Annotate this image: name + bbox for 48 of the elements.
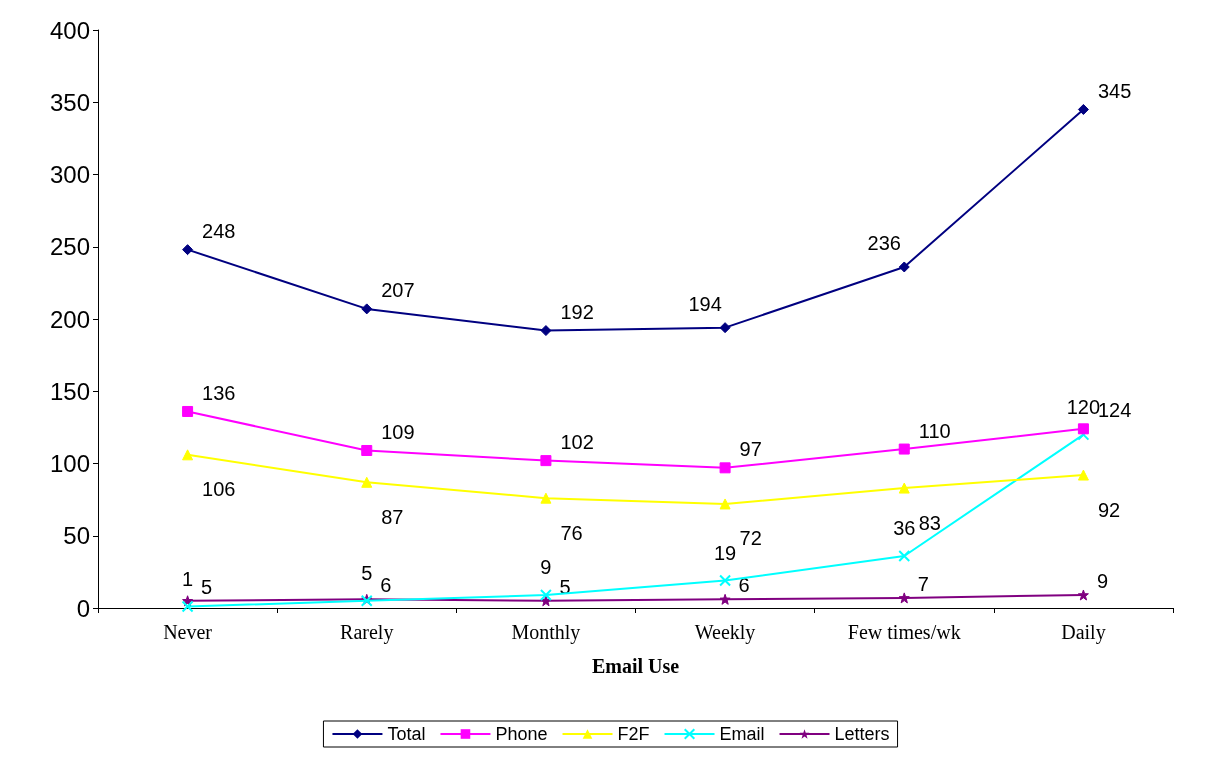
data-label: 1 — [182, 567, 194, 590]
y-tick-label: 50 — [63, 522, 90, 550]
data-label: 6 — [738, 574, 750, 597]
data-label: 110 — [918, 419, 951, 442]
x-tick-label: Few times/wk — [847, 621, 961, 643]
data-label: 194 — [688, 293, 722, 316]
data-label: 9 — [540, 555, 552, 578]
data-label: 5 — [201, 575, 213, 598]
data-label: 106 — [202, 478, 236, 501]
legend-label: Phone — [495, 724, 548, 744]
y-tick-label: 0 — [76, 594, 90, 622]
data-label: 192 — [560, 301, 594, 324]
data-label: 97 — [739, 438, 762, 461]
x-axis-title: Email Use — [591, 655, 680, 677]
data-label: 6 — [380, 574, 392, 597]
data-label: 87 — [381, 505, 404, 528]
data-label: 345 — [1097, 79, 1132, 102]
y-tick-label: 100 — [49, 450, 90, 477]
data-label: 92 — [1097, 498, 1121, 521]
data-label: 207 — [381, 279, 415, 302]
x-tick-label: Weekly — [694, 621, 756, 644]
data-label: 109 — [381, 420, 415, 443]
data-label: 248 — [202, 220, 236, 243]
data-label: 72 — [739, 527, 762, 550]
legend-label: Letters — [834, 724, 890, 744]
data-label: 76 — [560, 521, 583, 544]
data-label: 83 — [918, 511, 941, 534]
y-tick-label: 300 — [49, 161, 90, 188]
legend-label: Total — [387, 724, 426, 744]
y-tick-label: 150 — [49, 377, 90, 405]
data-label: 136 — [202, 381, 236, 404]
data-label: 236 — [867, 232, 901, 255]
data-label: 5 — [361, 561, 373, 584]
y-tick-label: 250 — [49, 233, 90, 261]
data-label: 19 — [713, 541, 737, 564]
data-label: 9 — [1096, 569, 1109, 592]
legend-label: Email — [719, 724, 765, 744]
x-tick-label: Daily — [1061, 621, 1106, 644]
legend-label: F2F — [617, 724, 650, 744]
data-label: 36 — [893, 516, 916, 539]
data-label: 7 — [917, 572, 929, 595]
x-tick-label: Never — [163, 621, 213, 643]
y-tick-label: 400 — [49, 16, 90, 44]
data-label: 102 — [560, 431, 594, 454]
y-tick-label: 350 — [49, 88, 90, 116]
y-tick-label: 200 — [49, 305, 90, 333]
x-tick-label: Monthly — [511, 621, 581, 644]
x-tick-label: Rarely — [340, 621, 394, 644]
